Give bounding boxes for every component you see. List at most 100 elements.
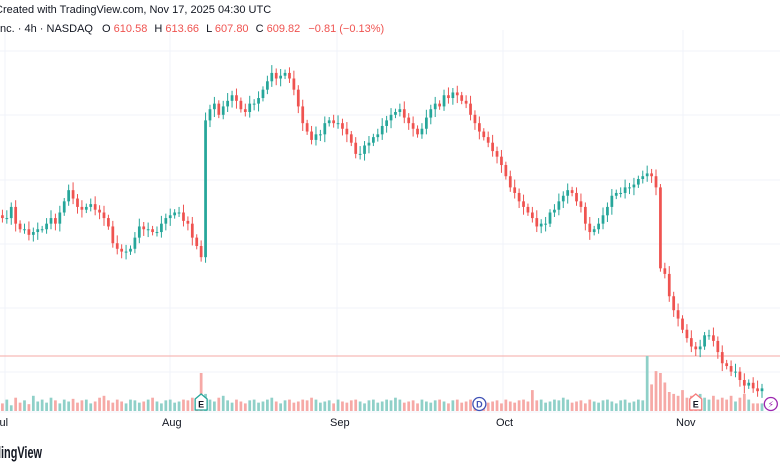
volume-bar [469,399,472,411]
volume-bar [76,402,79,411]
volume-bar [451,400,455,411]
volume-bar [319,402,322,411]
candle-down [292,78,296,90]
volume-bar [747,399,751,411]
volume-bar [71,398,75,411]
volume-bar [243,403,247,411]
volume-bar [385,399,388,411]
volume-bar [358,401,362,411]
candle-up [31,232,35,235]
candle-down [685,329,689,339]
candle-down [588,223,592,233]
candle-up [433,103,437,110]
event-shape [689,393,703,411]
volume-bar [734,401,737,411]
event-earnings-marker[interactable]: E [194,393,208,411]
volume-bar [266,399,269,411]
candle-up [380,125,384,135]
volume-bar [380,401,384,411]
volume-bar [681,390,684,411]
volume-bar [226,400,230,411]
volume-bar [367,400,371,411]
candle-down [107,218,110,227]
candle-down [416,128,419,135]
grid [0,30,780,413]
event-news-marker[interactable]: ⚡ [763,396,778,412]
candle-down [751,382,755,389]
candle-up [49,218,53,224]
volume-bar [221,395,225,411]
volume-bar [18,402,22,411]
volume-bar [425,401,428,411]
candle-down [667,273,671,297]
open-label: O [102,23,111,35]
candle-up [606,206,609,216]
volume-bar [213,401,216,411]
x-tick-oct: Oct [496,417,513,429]
volume-bar [45,402,48,411]
volume-bar [252,399,256,411]
volume-bar [115,399,119,411]
volume-bar [288,399,291,411]
volume-bar [49,397,53,411]
candle-up [597,223,600,230]
volume-bar [341,401,344,411]
candle-up [376,134,380,138]
candle-up [62,201,66,213]
volume-bar [327,400,331,411]
x-tick-sep: Sep [330,417,350,429]
volume-bar [208,399,212,411]
candle-down [190,223,194,238]
volume-bar [530,390,534,411]
candle-down [663,268,667,274]
candle-down [235,95,238,101]
volume-bar [1,403,4,411]
event-shape [763,396,778,412]
candle-up [544,223,547,225]
candle-down [407,117,411,124]
event-dividend-marker[interactable]: D [472,396,487,412]
volume-bar [645,355,649,411]
candle-up [451,92,455,99]
volume-bar [742,393,746,411]
volume-bar [495,400,499,411]
volume-bar [129,399,132,411]
candle-up [703,335,706,347]
volume-bar [526,401,530,411]
candle-down [486,137,490,143]
volume-bar [168,399,172,411]
candles [1,65,764,398]
volume-bar [455,399,459,411]
candle-up [230,95,234,101]
volume-bar [725,399,729,411]
brand-text: TradingView [0,443,42,462]
candle-down [478,123,481,132]
volume-bar [716,399,720,411]
volume-bar [579,400,583,411]
high-label: H [154,23,162,35]
volume-bar [460,402,464,411]
candle-up [257,98,260,104]
candle-up [645,173,649,177]
candle-up [619,192,623,194]
event-earnings-marker[interactable]: E [689,393,703,411]
volume-bar [14,397,18,411]
candle-up [5,218,9,220]
candle-down [93,204,97,210]
volume-bar [323,401,327,411]
volume-bar [508,401,512,411]
volume-bar [120,401,124,411]
candle-down [186,220,190,224]
volume-bar [354,399,358,411]
candle-up [133,237,137,249]
volume-bar [160,403,163,411]
candle-down [438,103,441,107]
volume-bar [40,399,44,411]
candle-down [725,363,729,367]
candle-up [137,226,141,238]
high-value: 613.66 [165,23,199,35]
volume-bar [628,402,631,411]
candle-down [460,95,464,101]
candle-down [111,226,115,244]
